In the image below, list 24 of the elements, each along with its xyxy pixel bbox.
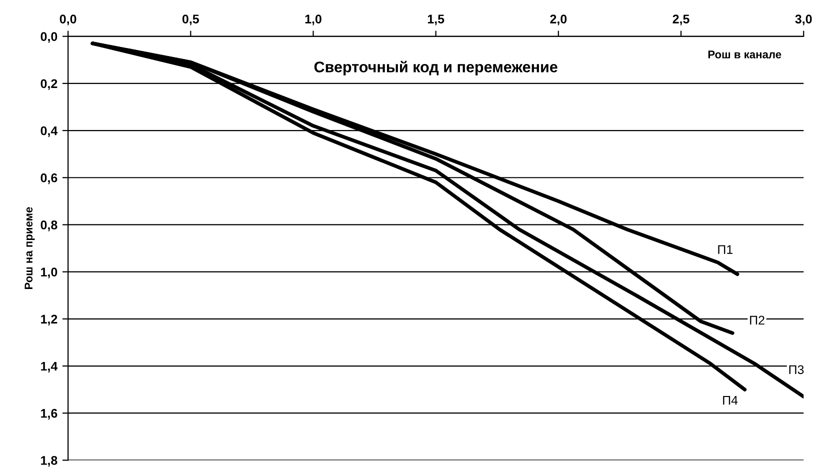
- y-axis-title: Рош на приеме: [24, 207, 35, 290]
- x-tick-label: 3,0: [795, 14, 812, 26]
- y-tick-label: 0,2: [40, 79, 58, 90]
- y-tick-label: 0,4: [40, 126, 58, 137]
- annotation: П2: [750, 316, 764, 324]
- y-tick-label: 0,6: [40, 173, 58, 184]
- y-tick-label: 1,0: [41, 268, 58, 278]
- annotation: П3: [789, 365, 804, 374]
- x-tick-label: 2,5: [672, 14, 690, 26]
- x-tick-label: 2,0: [550, 14, 567, 26]
- annotation: П1: [718, 245, 732, 254]
- x-tick-label: 1,0: [305, 14, 322, 26]
- y-tick-label: 1,8: [41, 456, 58, 467]
- y-tick-label: 1,4: [41, 362, 58, 372]
- y-tick-label: 1,6: [41, 408, 58, 420]
- x-axis-title: Рош в канале: [708, 50, 782, 58]
- y-tick-label: 0,0: [40, 32, 58, 43]
- x-tick-label: 1,5: [428, 14, 444, 26]
- y-tick-label: 0,8: [40, 220, 58, 232]
- text: Сверточный код и перемежение: [314, 60, 558, 76]
- annotation: П4: [723, 396, 738, 405]
- x-tick-label: 0,5: [182, 14, 199, 26]
- y-tick-label: 1,2: [41, 314, 58, 326]
- x-tick-label: 0,0: [60, 14, 76, 26]
